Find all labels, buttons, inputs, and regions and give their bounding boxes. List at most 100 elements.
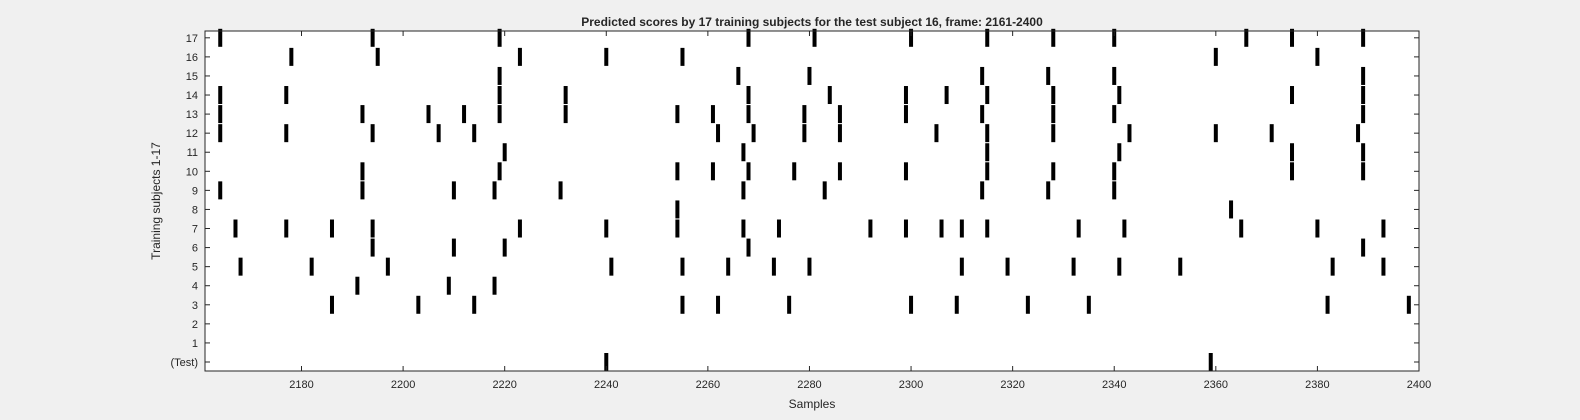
y-tick-label: 10 [186, 166, 198, 178]
event-mark [1005, 257, 1010, 276]
event-mark [1112, 181, 1117, 200]
event-mark [776, 219, 781, 238]
event-mark [1112, 105, 1117, 124]
event-mark [802, 105, 807, 124]
event-mark [1406, 295, 1411, 314]
event-mark [1361, 162, 1366, 181]
event-mark [1290, 162, 1295, 181]
event-mark [680, 47, 685, 66]
event-mark [233, 219, 238, 238]
y-tick-label: 3 [192, 300, 198, 312]
event-mark [807, 257, 812, 276]
event-mark [959, 257, 964, 276]
event-mark [218, 181, 223, 200]
event-mark [985, 162, 990, 181]
event-mark [218, 124, 223, 143]
event-mark [1117, 143, 1122, 162]
event-mark [741, 143, 746, 162]
event-mark [1051, 124, 1056, 143]
event-mark [837, 105, 842, 124]
event-mark [604, 47, 609, 66]
event-mark [985, 124, 990, 143]
event-mark [751, 124, 756, 143]
y-tick-label: 13 [186, 109, 198, 121]
event-mark [385, 257, 390, 276]
event-mark [716, 295, 721, 314]
event-mark [1239, 219, 1244, 238]
event-mark [741, 181, 746, 200]
event-mark [675, 219, 680, 238]
event-mark [238, 257, 243, 276]
event-mark [1086, 295, 1091, 314]
event-mark [1361, 66, 1366, 85]
event-mark [502, 238, 507, 257]
event-mark [436, 124, 441, 143]
event-mark [218, 105, 223, 124]
event-mark [451, 181, 456, 200]
event-mark [517, 47, 522, 66]
event-mark [497, 162, 502, 181]
event-mark [726, 257, 731, 276]
y-tick-label: 2 [192, 319, 198, 331]
event-mark [1046, 66, 1051, 85]
y-tick-label: 17 [186, 33, 198, 45]
event-mark [1122, 219, 1127, 238]
y-tick-label: 1 [192, 338, 198, 350]
event-mark [497, 28, 502, 47]
x-tick-label: 2300 [899, 379, 923, 391]
event-mark [903, 86, 908, 105]
event-mark [1112, 66, 1117, 85]
event-mark [604, 219, 609, 238]
event-mark [284, 219, 289, 238]
event-mark [1208, 353, 1213, 371]
event-mark [472, 295, 477, 314]
y-tick-label: 11 [187, 147, 198, 159]
event-mark [517, 219, 522, 238]
event-mark [675, 200, 680, 219]
event-mark [822, 181, 827, 200]
event-mark [1025, 295, 1030, 314]
event-mark [355, 276, 360, 295]
event-mark [903, 162, 908, 181]
event-mark [675, 105, 680, 124]
event-mark [284, 86, 289, 105]
event-mark [746, 162, 751, 181]
event-mark [959, 219, 964, 238]
event-mark [868, 219, 873, 238]
event-mark [1361, 238, 1366, 257]
event-mark [604, 353, 609, 371]
event-mark [1112, 28, 1117, 47]
event-mark [812, 28, 817, 47]
event-mark [710, 162, 715, 181]
event-mark [837, 162, 842, 181]
event-mark [492, 181, 497, 200]
event-mark [284, 124, 289, 143]
event-mark [792, 162, 797, 181]
event-mark [903, 219, 908, 238]
event-mark [1051, 28, 1056, 47]
event-mark [1046, 181, 1051, 200]
event-mark [1269, 124, 1274, 143]
event-mark [710, 105, 715, 124]
event-mark [1117, 257, 1122, 276]
y-tick-label: 16 [186, 52, 198, 64]
event-mark [741, 219, 746, 238]
event-mark [944, 86, 949, 105]
y-tick-label: (Test) [171, 357, 199, 369]
event-mark [746, 86, 751, 105]
x-axis-label: Samples [789, 397, 836, 411]
event-mark [1244, 28, 1249, 47]
event-mark [502, 143, 507, 162]
event-mark [370, 28, 375, 47]
event-mark [329, 295, 334, 314]
event-mark [370, 238, 375, 257]
event-mark [746, 105, 751, 124]
event-mark [1076, 219, 1081, 238]
event-mark [451, 238, 456, 257]
event-mark [609, 257, 614, 276]
y-tick-label: 8 [192, 204, 198, 216]
event-mark [360, 162, 365, 181]
event-mark [1315, 219, 1320, 238]
event-mark [985, 143, 990, 162]
